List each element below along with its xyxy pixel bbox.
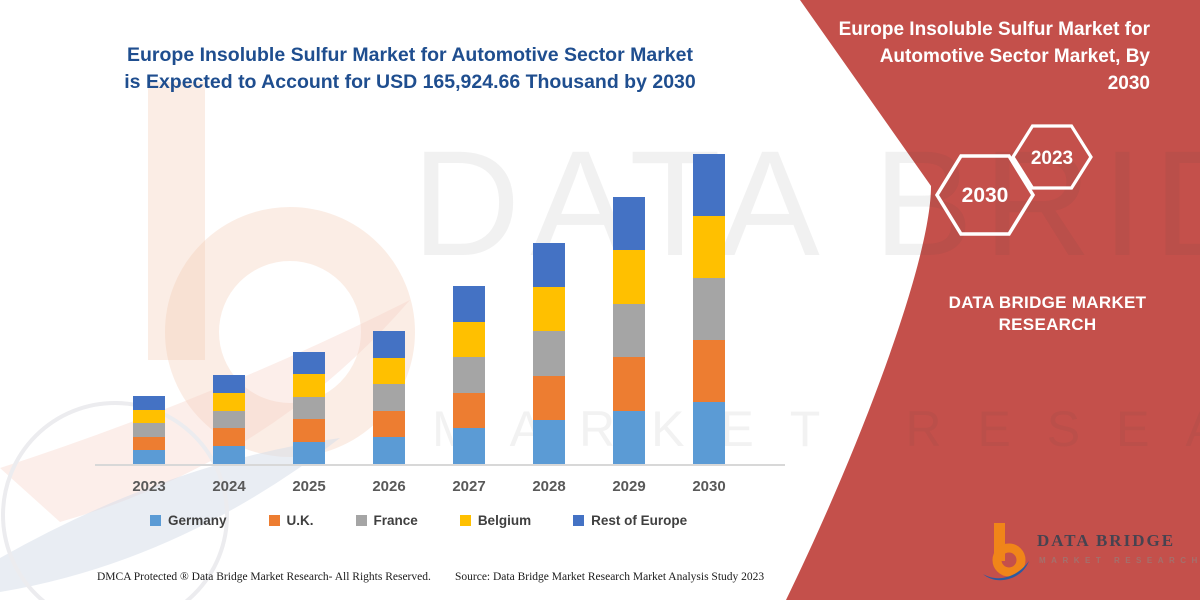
- bar-2026: [373, 331, 405, 464]
- legend-item-france: France: [355, 513, 418, 528]
- bar-segment-2025-Rest of Europe: [293, 352, 325, 375]
- bar-segment-2028-Rest of Europe: [533, 243, 565, 288]
- bar-segment-2024-Germany: [213, 446, 245, 464]
- legend-swatch: [268, 515, 280, 526]
- bar-segment-2025-Germany: [293, 441, 325, 464]
- footer-source: Source: Data Bridge Market Research Mark…: [455, 571, 765, 583]
- side-panel-heading-line1: Europe Insoluble Sulfur Market for: [838, 19, 1150, 40]
- bar-segment-2026-France: [373, 384, 405, 411]
- x-axis-label-2029: 2029: [612, 478, 646, 495]
- legend-swatch: [355, 515, 367, 526]
- bar-segment-2029-France: [613, 303, 645, 358]
- legend-swatch: [459, 515, 471, 526]
- bar-2024: [213, 375, 245, 464]
- bar-segment-2029-U.K.: [613, 357, 645, 411]
- bar-segment-2026-Belgium: [373, 357, 405, 385]
- databridge-logo-title: DATA BRIDGE: [1037, 531, 1176, 550]
- legend-item-rest-of-europe: Rest of Europe: [573, 513, 687, 528]
- bar-2023: [133, 396, 165, 464]
- bar-segment-2029-Rest of Europe: [613, 197, 645, 251]
- bar-segment-2024-Rest of Europe: [213, 375, 245, 393]
- hexagon-2023-label: 2023: [1031, 148, 1073, 169]
- page-title: Europe Insoluble Sulfur Market for Autom…: [105, 42, 715, 96]
- x-axis-label-2030: 2030: [692, 478, 726, 495]
- bar-segment-2024-France: [213, 410, 245, 429]
- bar-segment-2023-Germany: [133, 450, 165, 464]
- side-panel-heading-line3: 2030: [1107, 73, 1150, 94]
- x-axis-label-2027: 2027: [452, 478, 486, 495]
- bar-2029: [613, 197, 645, 464]
- x-axis-label-2028: 2028: [532, 478, 566, 495]
- brand-heading-line2: RESEARCH: [998, 315, 1097, 334]
- x-axis-label-2023: 2023: [132, 478, 166, 495]
- legend-item-germany: Germany: [150, 513, 227, 528]
- bar-segment-2025-Belgium: [293, 374, 325, 397]
- bar-segment-2024-Belgium: [213, 392, 245, 411]
- page-title-line2: is Expected to Account for USD 165,924.6…: [124, 71, 696, 93]
- x-axis-label-2025: 2025: [292, 478, 326, 495]
- side-panel-heading: Europe Insoluble Sulfur Market for Autom…: [839, 16, 1150, 97]
- bar-segment-2026-Germany: [373, 437, 405, 464]
- bar-segment-2023-Rest of Europe: [133, 396, 165, 410]
- bar-segment-2023-France: [133, 423, 165, 437]
- bar-segment-2023-U.K.: [133, 436, 165, 451]
- bar-segment-2027-Rest of Europe: [453, 286, 485, 322]
- brand-heading-line1: DATA BRIDGE MARKET: [948, 293, 1147, 312]
- legend-label: Rest of Europe: [591, 513, 688, 528]
- chart-legend: Germany U.K. France Belgium Rest of Europe: [150, 513, 687, 528]
- bar-segment-2023-Belgium: [133, 409, 165, 424]
- bar-segment-2026-Rest of Europe: [373, 331, 405, 358]
- legend-swatch: [150, 515, 161, 526]
- bar-segment-2027-Germany: [453, 428, 485, 464]
- bar-segment-2028-Belgium: [533, 287, 565, 332]
- bar-segment-2027-France: [453, 357, 485, 393]
- bar-segment-2025-U.K.: [293, 419, 325, 442]
- bar-segment-2027-Belgium: [453, 321, 485, 358]
- bar-segment-2028-Germany: [533, 419, 565, 464]
- legend-item-belgium: Belgium: [459, 513, 532, 528]
- hexagon-2030-label: 2030: [962, 184, 1009, 207]
- bar-segment-2026-U.K.: [373, 410, 405, 438]
- bar-segment-2024-U.K.: [213, 428, 245, 447]
- legend-label: U.K.: [286, 513, 314, 528]
- bar-segment-2030-Rest of Europe: [693, 154, 725, 216]
- x-axis-line: [95, 464, 785, 466]
- legend-label: France: [373, 513, 418, 528]
- legend-label: Belgium: [477, 513, 532, 528]
- bar-segment-2029-Germany: [613, 410, 645, 464]
- x-axis-label-2026: 2026: [372, 478, 406, 495]
- databridge-logo-tagline: MARKET RESEARCH: [1039, 556, 1200, 565]
- bar-2028: [533, 243, 565, 464]
- legend-item-u-k-: U.K.: [268, 513, 314, 528]
- legend-label: Germany: [168, 513, 227, 528]
- hexagon-badges: 2030 2023: [934, 124, 1093, 236]
- hexagon-2030-outline: [934, 154, 1036, 236]
- legend-swatch: [573, 515, 585, 526]
- hexagon-2023-outline: [1011, 124, 1093, 190]
- bar-segment-2028-France: [533, 331, 565, 376]
- bar-segment-2029-Belgium: [613, 250, 645, 304]
- bar-2025: [293, 352, 325, 464]
- x-axis-label-2024: 2024: [212, 478, 246, 495]
- bar-segment-2030-France: [693, 278, 725, 340]
- bar-2027: [453, 286, 485, 464]
- bar-segment-2030-Belgium: [693, 216, 725, 278]
- brand-heading: DATA BRIDGE MARKET RESEARCH: [935, 292, 1160, 336]
- bar-segment-2027-U.K.: [453, 392, 485, 429]
- databridge-logo-icon: [983, 523, 1029, 581]
- footer-dmca: DMCA Protected ® Data Bridge Market Rese…: [97, 571, 431, 583]
- bar-segment-2025-France: [293, 396, 325, 420]
- bar-segment-2030-Germany: [693, 402, 725, 464]
- bar-segment-2030-U.K.: [693, 340, 725, 402]
- side-panel-heading-line2: Automotive Sector Market, By: [879, 46, 1150, 67]
- bar-2030: [693, 154, 725, 464]
- bar-segment-2028-U.K.: [533, 375, 565, 420]
- page-title-line1: Europe Insoluble Sulfur Market for Autom…: [127, 44, 693, 66]
